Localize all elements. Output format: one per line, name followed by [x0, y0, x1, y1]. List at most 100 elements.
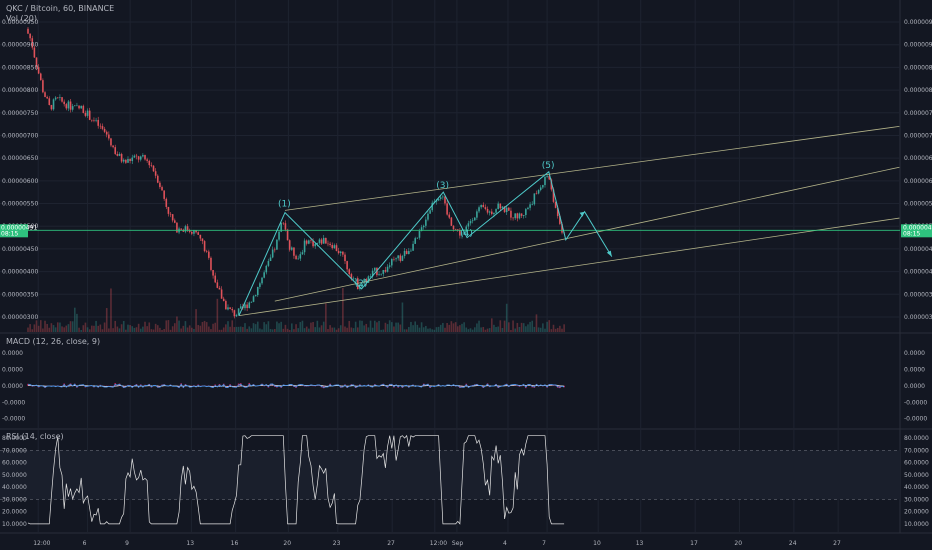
macd-hist-bar: [122, 385, 125, 389]
macd-hist-bar: [27, 383, 29, 386]
candle-body: [216, 282, 219, 288]
volume-bar: [371, 327, 374, 332]
candle-body: [420, 227, 423, 232]
volume-bar: [501, 327, 504, 332]
candle-body: [391, 258, 393, 266]
candle-body: [495, 209, 497, 213]
candle-body: [331, 244, 334, 249]
candle-body: [382, 270, 385, 274]
volume-bar: [380, 329, 382, 332]
volume-bar: [448, 324, 451, 332]
macd-line: [27, 383, 565, 389]
volume-bar: [112, 328, 114, 332]
candle-body: [105, 131, 108, 135]
volume-bar: [378, 320, 380, 332]
volume-bar: [165, 320, 168, 332]
volume-bar: [559, 325, 561, 332]
volume-bar: [120, 324, 123, 332]
volume-bar: [86, 327, 89, 332]
rsi-band-fill: [0, 450, 900, 500]
volume-bar: [184, 321, 187, 332]
right-price-badge: [901, 224, 932, 238]
candle-body: [273, 249, 276, 251]
volume-bar: [314, 327, 317, 332]
candle-body: [339, 251, 342, 254]
candle-body: [425, 219, 427, 226]
volume-bar: [237, 326, 240, 332]
volume-bar: [520, 322, 523, 332]
time-tick: 23: [333, 540, 341, 547]
volume-bar: [271, 329, 274, 332]
volume-bar: [352, 328, 355, 332]
volume-bar: [182, 325, 185, 332]
price-tick-right: 0.00000700: [904, 132, 932, 139]
volume-bar: [469, 328, 472, 332]
candle-body: [99, 125, 102, 127]
volume-bar: [318, 327, 321, 332]
volume-bar: [435, 327, 438, 332]
candle-body: [561, 223, 563, 233]
volume-bar: [422, 327, 425, 332]
volume-bar: [169, 329, 172, 332]
volume-bar: [137, 323, 140, 332]
volume-bar: [510, 329, 512, 332]
candle-body: [214, 275, 217, 283]
rsi-tick-right: 60.0000: [904, 460, 929, 467]
macd-hist-bar: [382, 383, 385, 386]
rsi-tick-right: 50.0000: [904, 472, 929, 479]
volume-label: Vol (20): [6, 14, 37, 23]
volume-bar: [525, 326, 527, 332]
volume-bar: [444, 327, 446, 332]
candle-body: [95, 119, 97, 121]
candle-body: [237, 308, 240, 316]
candle-body: [552, 189, 555, 202]
candle-body: [259, 283, 261, 287]
candle-body: [354, 278, 357, 279]
candle-body: [378, 274, 380, 276]
volume-bar: [495, 327, 497, 332]
candle-body: [46, 96, 48, 99]
price-tick-right: 0.00000400: [904, 269, 932, 276]
volume-bar: [146, 326, 148, 332]
price-tick-right: 0.00000300: [904, 314, 932, 321]
macd-hist-bar: [188, 385, 191, 388]
macd-hist-bar: [312, 385, 314, 387]
volume-bar: [273, 329, 276, 332]
time-tick: 20: [283, 540, 291, 547]
volume-bar: [110, 288, 112, 332]
candle-body: [314, 243, 317, 247]
volume-bar: [93, 325, 95, 332]
volume-bar: [490, 318, 493, 332]
candle-body: [156, 175, 159, 183]
candle-body: [263, 272, 265, 278]
volume-bar: [191, 327, 193, 332]
time-tick: 20: [734, 540, 742, 547]
volume-bar: [242, 327, 244, 332]
price-tick-left: 0.00000450: [2, 246, 38, 253]
volume-bar: [550, 329, 553, 332]
volume-bar: [229, 326, 231, 332]
candle-body: [548, 175, 551, 180]
rsi-tick-left: 10.0000: [2, 521, 27, 528]
left-price-badge-time: 08:15: [1, 230, 18, 237]
right-price-badge-value: 0.00000491: [903, 224, 932, 231]
candle-body: [510, 210, 512, 218]
trendline: [238, 217, 900, 317]
candle-body: [271, 249, 274, 258]
volume-bar: [542, 323, 544, 332]
candle-body: [431, 202, 434, 211]
candle-body: [86, 110, 89, 116]
volume-bar: [105, 308, 108, 332]
volume-bar: [276, 321, 278, 332]
volume-bar: [201, 322, 204, 332]
volume-bar: [301, 320, 304, 332]
candle-body: [412, 243, 414, 251]
candle-body: [208, 251, 210, 258]
price-tick-left: 0.00000850: [2, 64, 38, 71]
volume-bar: [518, 326, 521, 332]
volume-bar: [76, 313, 78, 332]
candle-body: [469, 221, 472, 224]
candle-body: [74, 105, 76, 107]
volume-bar: [129, 325, 131, 332]
